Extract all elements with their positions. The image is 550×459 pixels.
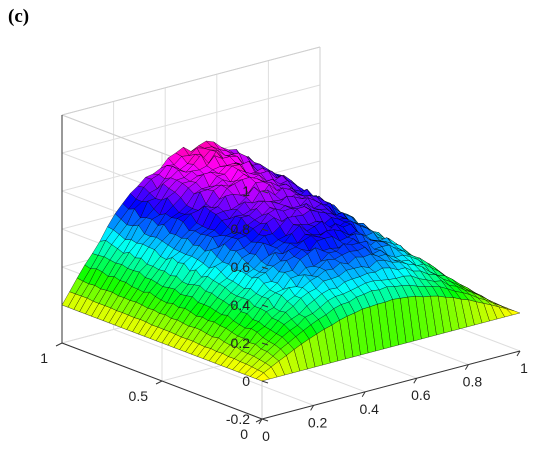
z-tick <box>261 266 269 270</box>
z-tick <box>261 190 269 194</box>
x-tick <box>310 405 315 411</box>
z-tick-label: 0 <box>242 373 250 389</box>
y-tick-label: 1 <box>40 350 48 366</box>
grid-line <box>61 84 321 154</box>
z-tick <box>261 342 269 346</box>
surface-patch <box>505 308 521 316</box>
x-tick-label: 0.6 <box>411 387 431 403</box>
z-tick <box>261 418 269 422</box>
z-tick-label: -0.2 <box>226 411 250 427</box>
y-tick-label: 0 <box>240 426 248 442</box>
z-tick-label: 0.6 <box>231 259 251 275</box>
z-tick <box>261 228 269 232</box>
z-tick-label: 1 <box>242 183 250 199</box>
axis-line <box>261 350 521 420</box>
x-tick-label: 0.4 <box>359 401 379 417</box>
z-tick <box>261 380 269 384</box>
y-tick <box>255 418 263 423</box>
x-tick <box>258 418 263 425</box>
z-tick-label: 0.8 <box>231 221 251 237</box>
axis-line <box>61 342 263 420</box>
x-tick <box>464 364 469 370</box>
y-tick-label: 0.5 <box>129 388 149 404</box>
x-tick <box>516 350 521 357</box>
z-tick <box>261 304 269 308</box>
y-tick <box>155 380 163 385</box>
x-tick-label: 0 <box>262 428 270 444</box>
x-tick-label: 0.8 <box>463 374 483 390</box>
x-tick-label: 1 <box>520 360 528 376</box>
z-tick-label: 0.4 <box>231 297 251 313</box>
box-edge <box>61 46 321 116</box>
x-tick <box>413 377 418 384</box>
y-tick <box>55 342 63 347</box>
panel-label: (c) <box>8 6 30 27</box>
x-tick <box>361 391 366 398</box>
x-tick-label: 0.2 <box>308 414 328 430</box>
z-tick-label: 0.2 <box>231 335 251 351</box>
